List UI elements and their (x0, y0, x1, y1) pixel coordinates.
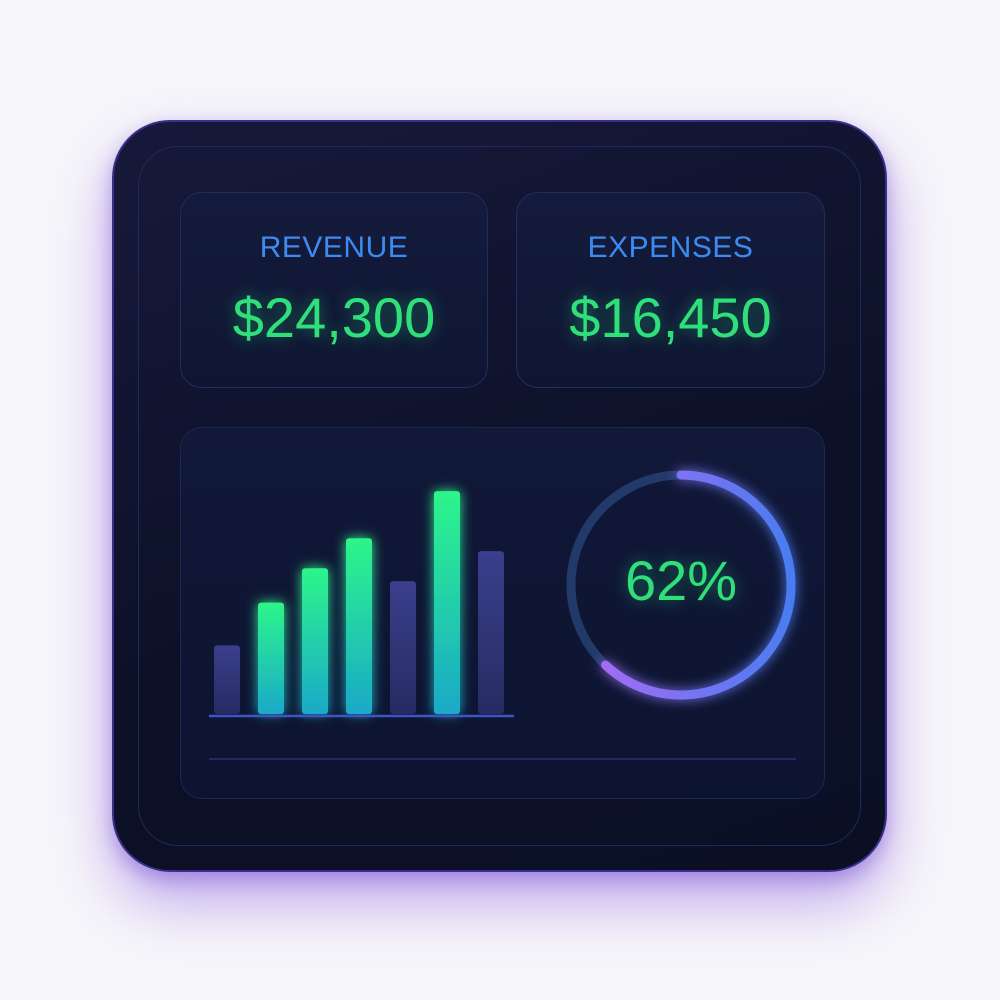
bar-chart (209, 470, 796, 718)
expenses-value: $16,450 (569, 286, 772, 349)
panel-divider (209, 758, 796, 760)
chart-bar-5 (390, 581, 416, 714)
dashboard-widget: REVENUE $24,300 EXPENSES $16,450 (112, 120, 887, 872)
revenue-card[interactable]: REVENUE $24,300 (180, 192, 488, 388)
chart-bar-1 (214, 645, 240, 714)
chart-bar-6 (434, 491, 460, 714)
chart-bar-2 (258, 602, 284, 714)
progress-percent-label: 62% (624, 549, 738, 612)
expenses-label: EXPENSES (587, 231, 754, 264)
expenses-card[interactable]: EXPENSES $16,450 (516, 192, 825, 388)
revenue-label: REVENUE (259, 231, 409, 264)
chart-bar-3 (302, 568, 328, 714)
revenue-value: $24,300 (232, 286, 436, 349)
progress-ring-arc (566, 470, 796, 700)
widget-inner-frame (138, 146, 861, 846)
chart-bar-7 (478, 551, 504, 714)
chart-bar-4 (346, 538, 372, 714)
chart-panel: 62% (180, 427, 825, 799)
